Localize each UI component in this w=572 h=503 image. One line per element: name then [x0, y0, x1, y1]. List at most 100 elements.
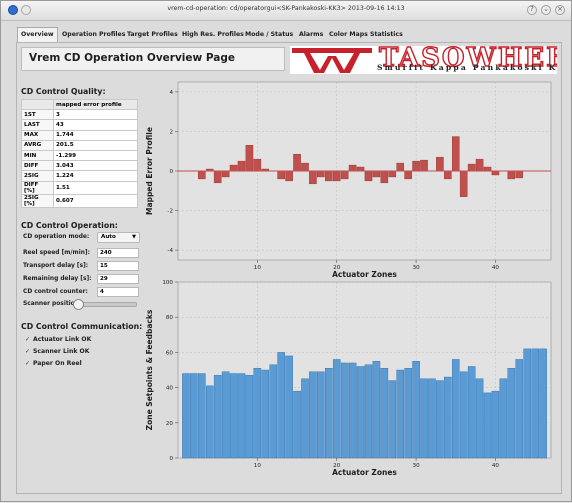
tab-operation-profiles[interactable]: Operation Profiles: [62, 31, 126, 38]
bar: [515, 359, 524, 459]
x-axis-label: Actuator Zones: [332, 270, 397, 279]
bar: [467, 366, 476, 459]
tab-mode-status[interactable]: Mode / Status: [245, 31, 294, 38]
remaining-delay-field[interactable]: 29: [97, 274, 139, 284]
bar: [539, 348, 547, 459]
status-label: Paper On Reel: [33, 360, 82, 367]
tick-label-y: 40: [166, 386, 174, 392]
title-bar: vrem-cd-operation: cd/operatorgui<SK-Pan…: [1, 1, 571, 21]
page-title: Vrem CD Operation Overview Page: [29, 52, 236, 64]
tab-statistics[interactable]: Statistics: [370, 31, 403, 38]
transport-delay-label: Transport delay [s]:: [23, 263, 89, 269]
mode-label: CD operation mode:: [23, 234, 90, 240]
check-icon: ✓: [25, 360, 31, 367]
pin-icon[interactable]: [21, 5, 31, 15]
bar: [483, 392, 492, 459]
row-value: 0.607: [53, 193, 138, 208]
bar: [507, 368, 516, 459]
app-menu-icon[interactable]: [8, 5, 18, 15]
tick-label-y: 20: [166, 421, 174, 427]
y-axis-label: Mapped Error Profile: [145, 127, 154, 215]
bar: [380, 368, 389, 459]
tick-label-x: 40: [492, 463, 500, 469]
logo-emblem: [292, 48, 372, 73]
status-label: Actuator Link OK: [33, 336, 92, 343]
tick-label-x: 10: [254, 463, 262, 469]
tick-label-x: 30: [413, 463, 421, 469]
bar: [198, 373, 206, 459]
tick-label-y: 60: [166, 350, 174, 356]
bar: [317, 371, 325, 459]
bar: [372, 361, 381, 459]
company-logo: TASOWHEEL Smurfit Kappa Pankakoski KK3: [290, 46, 557, 74]
tick-label-y: 100: [162, 280, 173, 286]
chevron-down-icon: ▼: [132, 234, 136, 240]
tick-label-y: 2: [169, 129, 173, 135]
tab-target-profiles[interactable]: Target Profiles: [127, 31, 178, 38]
bar: [277, 352, 285, 459]
tab-high-res-profiles[interactable]: High Res. Profiles: [182, 31, 244, 38]
reel-speed-label: Reel speed [m/min]:: [23, 250, 90, 256]
bar: [182, 373, 190, 459]
bar: [451, 359, 460, 459]
bar: [364, 364, 373, 459]
x-axis-label: Actuator Zones: [332, 468, 397, 477]
tick-label-x: 30: [413, 265, 421, 271]
check-icon: ✓: [25, 348, 31, 355]
close-icon[interactable]: ×: [555, 5, 565, 15]
bar: [269, 364, 278, 459]
bar: [491, 390, 500, 459]
bar: [332, 359, 341, 459]
mode-select[interactable]: Auto ▼: [97, 232, 140, 243]
bar: [213, 375, 222, 459]
tick-label-x: 10: [254, 265, 262, 271]
scanner-position-label: Scanner position:: [23, 301, 82, 307]
scanner-link-status: ✓ Scanner Link OK: [25, 348, 89, 355]
tick-label-y: 0: [169, 169, 173, 175]
tick-label-x: 20: [333, 265, 341, 271]
tab-color-maps[interactable]: Color Maps: [329, 31, 368, 38]
quality-table: mapped error profile 1ST 3 LAST 43 MAX 1.74…: [21, 98, 138, 208]
transport-delay-field[interactable]: 15: [97, 261, 139, 271]
tick-label-y: 0: [169, 456, 173, 462]
operation-title: CD Control Operation:: [21, 221, 118, 230]
bar: [396, 369, 404, 459]
status-label: Scanner Link OK: [33, 348, 90, 355]
counter-label: CD control counter:: [23, 289, 88, 295]
bar: [253, 368, 262, 459]
bar: [229, 373, 238, 459]
check-icon: ✓: [25, 336, 31, 343]
remaining-delay-label: Remaining delay [s]:: [23, 276, 92, 282]
bar: [475, 378, 484, 459]
tick-label-y: 80: [166, 315, 174, 321]
bar: [237, 373, 246, 459]
help-icon[interactable]: ?: [527, 5, 537, 15]
row-label: 2SIG [%]: [21, 193, 54, 208]
bar: [459, 371, 468, 459]
reel-speed-field[interactable]: 240: [97, 248, 139, 258]
counter-field[interactable]: 4: [97, 287, 139, 297]
tab-overview[interactable]: Overview: [17, 27, 58, 42]
mode-select-value: Auto: [101, 234, 116, 240]
bar: [428, 378, 436, 459]
logo-subtitle: Smurfit Kappa Pankakoski KK3: [377, 63, 557, 72]
tick-label-y: 4: [169, 90, 173, 96]
bar: [293, 390, 301, 459]
tick-label-x: 40: [492, 265, 500, 271]
paper-on-reel-status: ✓ Paper On Reel: [25, 360, 82, 367]
scanner-position-knob[interactable]: [73, 299, 84, 310]
tab-alarms[interactable]: Alarms: [299, 31, 324, 38]
bar: [523, 348, 531, 459]
bar: [499, 378, 508, 459]
quality-title: CD Control Quality:: [21, 87, 106, 96]
minimize-icon[interactable]: ⌄: [541, 5, 551, 15]
bar: [444, 376, 452, 459]
scanner-position-slider[interactable]: [73, 299, 137, 310]
page-title-box: Vrem CD Operation Overview Page: [21, 47, 285, 71]
row-value: 1.224: [53, 170, 138, 182]
logo-wordmark: TASOWHEEL: [378, 46, 557, 74]
bar: [436, 380, 444, 459]
bar: [221, 371, 230, 459]
